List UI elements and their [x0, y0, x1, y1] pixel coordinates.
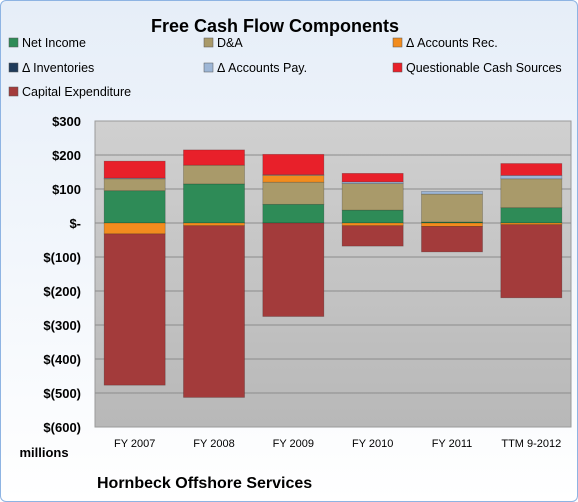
legend-swatch-accounts-rec [392, 37, 403, 48]
plot-area [94, 120, 572, 428]
y-tick-label: $(600) [43, 420, 81, 435]
bar-questionable-cash-sources-ttm-9-2012 [500, 163, 563, 176]
bar-questionable-cash-sources-fy-2010 [341, 173, 404, 183]
legend-swatch-questionable-cash-sources [392, 62, 403, 73]
bar-questionable-cash-sources-fy-2009 [262, 153, 325, 176]
bar-accounts-rec-fy-2008 [183, 222, 245, 227]
y-tick-label: $(200) [43, 284, 81, 299]
y-tick-label: $200 [52, 148, 81, 163]
bar-capital-expenditure-fy-2008 [183, 225, 245, 398]
bar-net-income-fy-2007 [103, 190, 166, 224]
legend-swatch-capital-expenditure [8, 86, 19, 97]
y-axis-ticks: $(600) $(500) $(400) $(300) $(200) $(100) $- $1… [43, 114, 81, 435]
company-name: Hornbeck Offshore Services [97, 475, 312, 492]
bar-capital-expenditure-fy-2010 [341, 225, 404, 247]
y-tick-label: $300 [52, 114, 81, 129]
x-tick-label: FY 2007 [114, 438, 155, 450]
units-label: millions [19, 445, 68, 460]
x-tick-label: FY 2008 [193, 438, 234, 450]
x-tick-label: TTM 9-2012 [501, 438, 561, 450]
bar-capital-expenditure-fy-2007 [103, 233, 166, 386]
y-tick-label: $100 [52, 182, 81, 197]
y-tick-label: $(500) [43, 386, 81, 401]
x-tick-label: FY 2011 [432, 438, 473, 450]
legend-swatch-inventories [8, 62, 19, 73]
gridlines [95, 154, 571, 394]
y-tick-label: $- [69, 216, 81, 231]
legend-label-net-income: Net Income [22, 36, 86, 50]
chart-title: Free Cash Flow Components [151, 16, 399, 36]
bar-accounts-rec-fy-2009 [262, 175, 325, 183]
bar-net-income-fy-2008 [183, 183, 245, 224]
bar-net-income-ttm-9-2012 [500, 207, 563, 224]
legend-label-d-a: D&A [217, 36, 243, 50]
bar-capital-expenditure-ttm-9-2012 [500, 224, 563, 299]
bar-d-a-fy-2010 [341, 183, 404, 211]
bar-questionable-cash-sources-fy-2008 [183, 149, 245, 166]
bar-d-a-ttm-9-2012 [500, 178, 563, 209]
legend-label-inventories: Δ Inventories [22, 61, 94, 75]
y-tick-label: $(100) [43, 250, 81, 265]
bar-accounts-rec-fy-2010 [341, 222, 404, 227]
legend-label-accounts-pay: Δ Accounts Pay. [217, 61, 307, 75]
legend: Net Income D&A Δ Accounts Rec. Δ Inventorie… [8, 36, 562, 99]
bar-d-a-fy-2009 [262, 181, 325, 205]
bar-capital-expenditure-fy-2009 [262, 222, 325, 317]
y-tick-label: $(300) [43, 318, 81, 333]
bar-accounts-pay-fy-2011 [421, 191, 483, 195]
x-tick-label: FY 2010 [352, 438, 393, 450]
bar-capital-expenditure-fy-2011 [421, 226, 483, 253]
bar-accounts-pay-ttm-9-2012 [500, 175, 563, 180]
legend-label-questionable-cash-sources: Questionable Cash Sources [406, 61, 562, 75]
x-axis-labels: FY 2007 FY 2008 FY 2009 FY 2010 FY 2011 TTM 9… [114, 438, 561, 450]
bar-d-a-fy-2007 [103, 178, 166, 192]
legend-label-capital-expenditure: Capital Expenditure [22, 85, 131, 99]
bar-net-income-fy-2010 [341, 209, 404, 224]
legend-label-accounts-rec: Δ Accounts Rec. [406, 36, 498, 50]
bar-d-a-fy-2011 [421, 193, 483, 223]
legend-swatch-net-income [8, 37, 19, 48]
bar-accounts-rec-fy-2011 [421, 222, 483, 227]
bars [103, 149, 563, 398]
y-tick-label: $(400) [43, 352, 81, 367]
bar-net-income-fy-2009 [262, 203, 325, 224]
x-tick-label: FY 2009 [273, 438, 314, 450]
bar-accounts-rec-fy-2007 [103, 222, 166, 235]
bar-d-a-fy-2008 [183, 164, 245, 185]
legend-swatch-d-a [203, 37, 214, 48]
legend-swatch-accounts-pay [203, 62, 214, 73]
bar-questionable-cash-sources-fy-2007 [103, 160, 166, 179]
